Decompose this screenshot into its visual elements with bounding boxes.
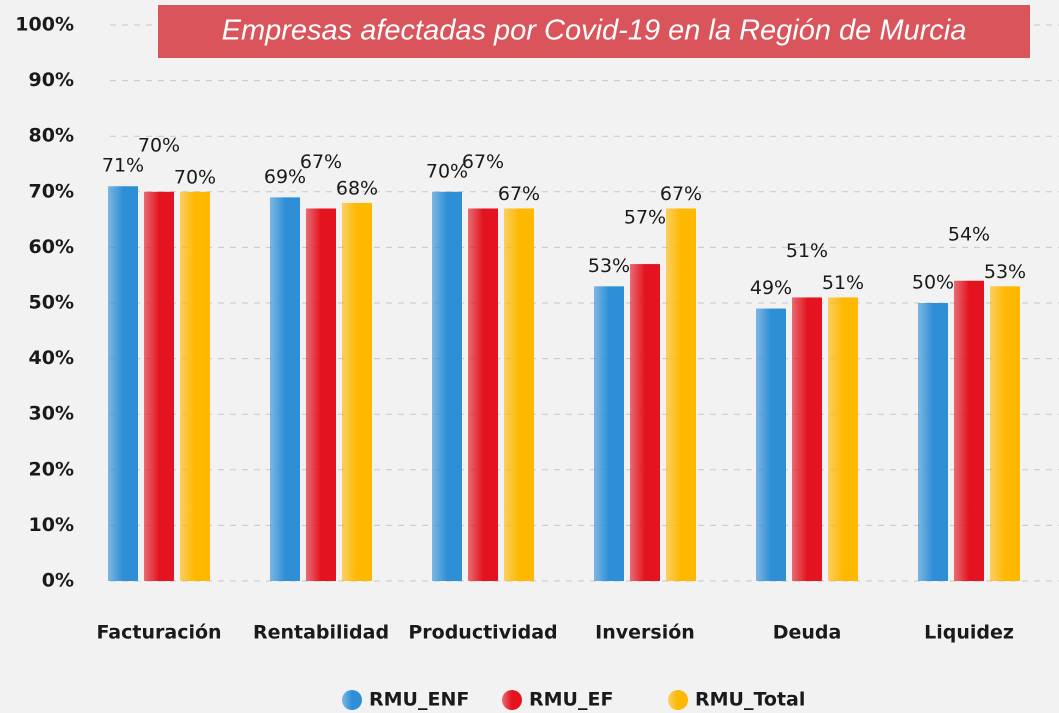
- bar: [342, 202, 372, 582]
- x-tick-label: Facturación: [96, 622, 221, 644]
- bar: [432, 191, 462, 582]
- legend-label: RMU_ENF: [369, 689, 469, 711]
- bar: [792, 297, 822, 581]
- bar: [270, 197, 300, 582]
- data-label: 71%: [102, 155, 144, 177]
- bar: [504, 208, 534, 582]
- y-tick-label: 70%: [29, 180, 74, 202]
- data-label: 70%: [174, 166, 216, 188]
- data-label: 67%: [462, 151, 504, 173]
- bar: [594, 286, 624, 581]
- data-label: 53%: [984, 261, 1026, 283]
- bar: [990, 286, 1020, 581]
- data-label: 51%: [786, 240, 828, 262]
- y-tick-label: 50%: [29, 292, 74, 314]
- x-tick-label: Inversión: [595, 622, 695, 644]
- y-tick-label: 80%: [29, 125, 74, 147]
- y-tick-label: 100%: [15, 14, 74, 36]
- y-tick-label: 0%: [42, 570, 74, 592]
- data-label: 70%: [138, 134, 180, 156]
- data-label: 67%: [660, 183, 702, 205]
- y-tick-label: 30%: [29, 403, 74, 425]
- legend-label: RMU_EF: [529, 689, 613, 711]
- data-label: 53%: [588, 255, 630, 277]
- data-label: 67%: [498, 183, 540, 205]
- bar: [918, 303, 948, 581]
- data-label: 69%: [264, 166, 306, 188]
- bar: [108, 186, 138, 582]
- title-box: [158, 5, 1030, 58]
- bar: [468, 208, 498, 582]
- data-label: 70%: [426, 160, 468, 182]
- legend-swatch: [668, 690, 688, 710]
- y-tick-label: 40%: [29, 347, 74, 369]
- x-tick-label: Productividad: [408, 622, 557, 644]
- bar: [630, 264, 660, 581]
- y-tick-label: 10%: [29, 514, 74, 536]
- legend-swatch: [342, 690, 362, 710]
- x-tick-label: Deuda: [773, 622, 842, 644]
- data-label: 51%: [822, 272, 864, 294]
- x-tick-label: Rentabilidad: [253, 622, 389, 644]
- x-tick-label: Liquidez: [924, 622, 1014, 644]
- bar: [144, 191, 174, 582]
- data-label: 49%: [750, 277, 792, 299]
- y-tick-label: 20%: [29, 458, 74, 480]
- bar: [180, 191, 210, 582]
- legend-label: RMU_Total: [695, 689, 805, 711]
- data-label: 54%: [948, 223, 990, 245]
- data-label: 68%: [336, 177, 378, 199]
- data-label: 67%: [300, 151, 342, 173]
- data-label: 57%: [624, 207, 666, 229]
- legend-swatch: [502, 690, 522, 710]
- bar: [954, 280, 984, 581]
- bar: [306, 208, 336, 582]
- bar: [756, 308, 786, 581]
- bar: [666, 208, 696, 582]
- data-label: 50%: [912, 272, 954, 294]
- bar: [828, 297, 858, 581]
- chart-title: Empresas afectadas por Covid-19 en la Re…: [222, 15, 967, 47]
- y-tick-label: 90%: [29, 69, 74, 91]
- y-tick-label: 60%: [29, 236, 74, 258]
